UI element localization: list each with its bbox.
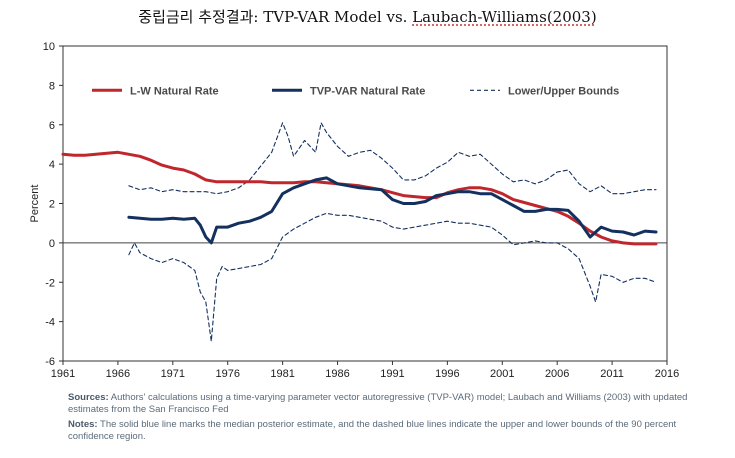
- x-tick-label: 1996: [435, 368, 459, 380]
- chart-title-highlight: Laubach-Williams(2003): [412, 8, 597, 26]
- sources-note: Sources: Authors' calculations using a t…: [68, 392, 708, 416]
- y-axis-label: Percent: [29, 185, 41, 223]
- x-tick-label: 1961: [51, 368, 75, 380]
- legend-bounds-label: Lower/Upper Bounds: [508, 85, 619, 97]
- notes-label: Notes:: [68, 419, 98, 430]
- lw-natural-rate-line: [61, 150, 658, 246]
- x-tick-label: 1981: [270, 368, 294, 380]
- y-tick-label: -2: [45, 277, 55, 289]
- notes-note: Notes: The solid blue line marks the med…: [68, 419, 708, 443]
- x-tick-label: 2016: [655, 368, 679, 380]
- x-tick-label: 1986: [325, 368, 349, 380]
- x-tick-label: 1966: [106, 368, 130, 380]
- chart-title: 중립금리 추정결과: TVP-VAR Model vs. Laubach-Wil…: [0, 6, 735, 27]
- sources-label: Sources:: [68, 392, 109, 403]
- chart-notes: Sources: Authors' calculations using a t…: [68, 392, 708, 446]
- chart-title-prefix: 중립금리 추정결과: TVP-VAR Model vs.: [138, 8, 413, 26]
- legend-tvp-var-label: TVP-VAR Natural Rate: [310, 85, 425, 97]
- y-tick-label: 4: [49, 159, 55, 171]
- x-tick-label: 2001: [490, 368, 514, 380]
- y-tick-label: -6: [45, 356, 55, 368]
- tvp-var-natural-rate-line: [127, 176, 658, 245]
- x-tick-label: 1976: [215, 368, 239, 380]
- x-tick-label: 1991: [380, 368, 404, 380]
- legend-lw-label: L-W Natural Rate: [130, 85, 219, 97]
- notes-text: The solid blue line marks the median pos…: [68, 419, 677, 442]
- y-tick-label: -4: [45, 317, 55, 329]
- y-tick-label: 10: [43, 41, 55, 53]
- y-tick-label: 8: [49, 80, 55, 92]
- x-tick-label: 2011: [600, 368, 624, 380]
- chart: -6 -4 -2 0 2 4 6 8 10 1961 1966 1971 1976 1981 1986 19…: [29, 41, 679, 380]
- y-tick-label: 6: [49, 120, 55, 132]
- upper-bound-line: [128, 122, 657, 195]
- lower-bound-line: [128, 212, 657, 342]
- sources-text: Authors' calculations using a time-varyi…: [68, 392, 688, 415]
- x-tick-label: 2006: [545, 368, 569, 380]
- y-tick-label: 2: [49, 199, 55, 211]
- y-tick-label: 0: [49, 238, 55, 250]
- x-tick-label: 1971: [161, 368, 185, 380]
